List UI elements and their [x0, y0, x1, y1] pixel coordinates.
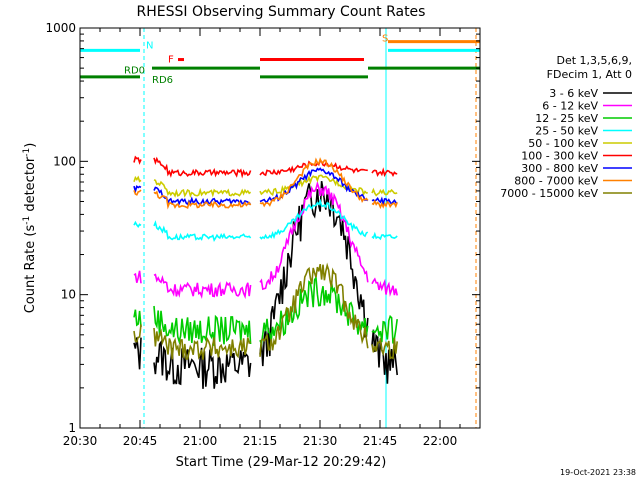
y-axis-label: Count Rate (s-1 detector-1)	[22, 143, 38, 314]
axes: 20:30 20:45 21:00 21:15 21:30 21:45 22:00 1 10 10…	[45, 21, 481, 448]
series-line-1	[133, 180, 398, 300]
legend-label: 7000 - 15000 keV	[500, 187, 598, 200]
x-tick-label: 21:15	[243, 434, 278, 448]
x-tick-label: 20:30	[63, 434, 98, 448]
legend-label: 800 - 7000 keV	[514, 175, 598, 188]
legend-label: 100 - 300 keV	[521, 150, 598, 163]
legend-label: 300 - 800 keV	[521, 162, 598, 175]
annotation-n: N	[146, 41, 153, 52]
y-tick-label: 10	[61, 288, 76, 302]
annotation-rd0: RD0	[124, 65, 145, 76]
legend-label: 50 - 100 keV	[528, 137, 598, 150]
chart-title: RHESSI Observing Summary Count Rates	[137, 4, 426, 20]
y-tick-label: 100	[53, 154, 76, 168]
series-line-0	[133, 180, 398, 389]
series-line-6	[133, 167, 398, 207]
annotation-f: F	[168, 55, 174, 66]
y-tick-label: 1000	[45, 21, 76, 35]
x-axis-label: Start Time (29-Mar-12 20:29:42)	[176, 455, 387, 470]
x-tick-label: 21:45	[363, 434, 398, 448]
x-tick-label: 21:30	[303, 434, 338, 448]
series-line-7	[133, 157, 398, 210]
legend-label: 3 - 6 keV	[549, 87, 598, 100]
series-line-8	[133, 262, 398, 361]
annotation-rd6: RD6	[152, 75, 173, 86]
legend-header-1: Det 1,3,5,6,9,	[556, 54, 632, 67]
legend-label: 12 - 25 keV	[535, 112, 598, 125]
series-line-3	[133, 198, 398, 242]
footer-date: 19-Oct-2021 23:38	[560, 468, 636, 477]
series-lines	[133, 155, 398, 389]
status-bars: N F RD0 RD6 S	[80, 33, 480, 86]
x-tick-label: 20:45	[123, 434, 158, 448]
legend: Det 1,3,5,6,9, FDecim 1, Att 0 3 - 6 keV…	[500, 54, 632, 200]
series-line-4	[133, 174, 398, 198]
legend-header-2: FDecim 1, Att 0	[547, 68, 632, 81]
series-line-2	[133, 275, 398, 348]
series-line-5	[133, 155, 398, 179]
x-tick-label: 22:00	[423, 434, 458, 448]
legend-label: 25 - 50 keV	[535, 125, 598, 138]
x-tick-label: 21:00	[183, 434, 218, 448]
annotation-s: S	[382, 33, 388, 44]
plot-area	[143, 28, 477, 428]
y-tick-label: 1	[68, 421, 76, 435]
legend-label: 6 - 12 keV	[542, 100, 598, 113]
